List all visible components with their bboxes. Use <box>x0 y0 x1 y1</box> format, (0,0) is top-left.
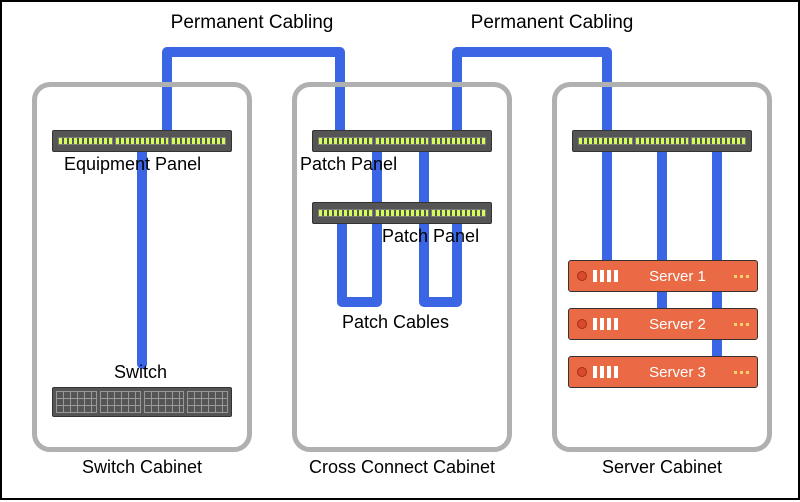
patch-panel-bottom-label: Patch Panel <box>382 226 479 247</box>
server-patch-panel <box>572 130 752 152</box>
server-2-label: Server 2 <box>627 316 728 333</box>
switch-cabinet-label: Switch Cabinet <box>22 457 262 478</box>
label-permanent-cabling-left: Permanent Cabling <box>142 12 362 34</box>
equipment-panel <box>52 130 232 152</box>
server-3-label: Server 3 <box>627 364 728 381</box>
server-cabinet-label: Server Cabinet <box>542 457 782 478</box>
cross-connect-cabinet-label: Cross Connect Cabinet <box>282 457 522 478</box>
server-2: Server 2 <box>568 308 758 340</box>
patch-panel-top-label: Patch Panel <box>300 154 397 175</box>
patch-panel-top <box>312 130 492 152</box>
equipment-panel-label: Equipment Panel <box>64 154 201 175</box>
server-1: Server 1 <box>568 260 758 292</box>
label-permanent-cabling-right: Permanent Cabling <box>442 12 662 34</box>
switch-label: Switch <box>114 362 167 383</box>
server-3: Server 3 <box>568 356 758 388</box>
switch-device <box>52 387 232 417</box>
patch-cables-label: Patch Cables <box>342 312 449 333</box>
diagram-canvas: Permanent Cabling Permanent Cabling Swit… <box>0 0 800 500</box>
server-1-label: Server 1 <box>627 268 728 285</box>
patch-panel-bottom <box>312 202 492 224</box>
